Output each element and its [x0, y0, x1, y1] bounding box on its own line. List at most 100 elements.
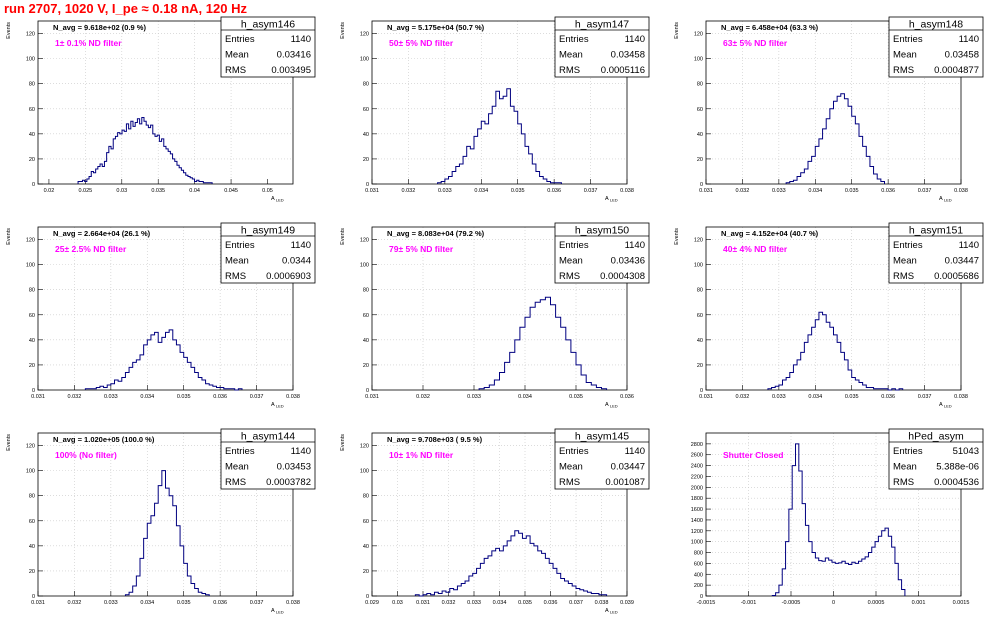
histogram-series-h_asym148: [785, 93, 885, 184]
stats-box: [220, 428, 316, 490]
y-tick-label: 2400: [691, 464, 703, 470]
stats-value: 0.0344: [282, 256, 311, 267]
x-axis-label: A LED: [939, 196, 952, 203]
histogram-series-h_asym145: [414, 530, 608, 597]
y-tick-label: 40: [697, 132, 703, 138]
stats-label: Entries: [559, 446, 589, 457]
histogram-panel-h_asym149: 0.031 0.032 0.033 0.034 0.035 0.036 0.037 0.038…: [6, 222, 316, 409]
filter-annotation: 40± 4% ND filter: [723, 244, 788, 254]
stats-value: 1140: [625, 34, 645, 45]
y-tick-label: 100: [26, 57, 35, 63]
navg-label: N_avg = 1.020e+05 (100.0 %): [53, 435, 155, 444]
stats-box: [888, 222, 984, 284]
x-tick-label: 0.034: [808, 394, 822, 400]
stats-label: Mean: [893, 462, 917, 473]
navg-label: N_avg = 9.708e+03 ( 9.5 %): [387, 435, 483, 444]
x-tick-label: 0.031: [31, 600, 45, 606]
x-tick-label: 0.031: [365, 394, 379, 400]
x-tick-label: 0.029: [365, 600, 379, 606]
navg-label: N_avg = 4.152e+04 (40.7 %): [721, 229, 819, 238]
x-tick-label: 0.038: [286, 600, 300, 606]
histogram-series-h_asym147: [437, 88, 562, 184]
x-axis-label: A LED: [605, 402, 618, 409]
stats-value: 1140: [625, 240, 645, 251]
histogram-panel-h_asym145: 0.029 0.03 0.031 0.032 0.033 0.034 0.035 0.036 0…: [340, 428, 650, 615]
x-tick-label: 0.035: [845, 394, 859, 400]
x-tick-label: 0.036: [213, 600, 227, 606]
y-tick-label: 60: [29, 107, 35, 113]
y-tick-label: 0: [700, 182, 703, 188]
histogram-series-h_asym146: [77, 117, 213, 184]
plot-frame: [371, 20, 628, 185]
y-tick-label: 0: [366, 182, 369, 188]
stats-value: 1140: [291, 240, 311, 251]
x-tick-label: 0.034: [493, 600, 507, 606]
stats-label: Entries: [225, 240, 255, 251]
x-tick-label: 0.031: [31, 394, 45, 400]
x-axis-label-subscript: LED: [610, 198, 618, 203]
stats-value: 0.0005116: [601, 65, 645, 76]
x-axis-label: A LED: [605, 608, 618, 615]
y-tick-label: 100: [360, 263, 369, 269]
x-tick-label: 0.038: [954, 394, 968, 400]
x-tick-label: 0.032: [68, 394, 82, 400]
x-tick-label: 0.038: [954, 188, 968, 194]
x-axis-label: A LED: [271, 608, 284, 615]
y-tick-label: 2800: [691, 442, 703, 448]
stats-value: 0.03447: [611, 462, 645, 473]
y-tick-label: 40: [363, 338, 369, 344]
x-tick-label: 0.039: [620, 600, 634, 606]
x-tick-label: 0.034: [518, 394, 532, 400]
histogram-series-hPed_asym: [771, 443, 906, 596]
stats-value: 1140: [291, 446, 311, 457]
x-tick-label: 0.037: [250, 394, 264, 400]
x-axis-label: A LED: [939, 402, 952, 409]
x-tick-label: 0.036: [547, 188, 561, 194]
histogram-series-h_asym151: [767, 311, 904, 391]
y-tick-label: 60: [697, 313, 703, 319]
y-axis-label: Events: [340, 228, 346, 245]
y-tick-label: 2600: [691, 453, 703, 459]
x-axis-label: A LED: [271, 402, 284, 409]
stats-box-title: h_asym146: [241, 19, 295, 31]
stats-box: [888, 16, 984, 78]
stats-label: Mean: [225, 462, 249, 473]
x-axis-label: A LED: [271, 196, 284, 203]
x-tick-label: 0.032: [402, 188, 416, 194]
x-tick-label: 0.02: [44, 188, 55, 194]
stats-value: 5.388e-06: [936, 462, 979, 473]
y-tick-label: 80: [697, 288, 703, 294]
x-tick-label: 0.035: [518, 600, 532, 606]
x-tick-label: 0.05: [262, 188, 273, 194]
y-tick-label: 60: [363, 519, 369, 525]
y-tick-label: 1600: [691, 507, 703, 513]
y-tick-label: 80: [363, 288, 369, 294]
y-tick-label: 200: [694, 583, 703, 589]
histogram-panel-h_asym148: 0.031 0.032 0.033 0.034 0.035 0.036 0.037 0.038…: [674, 16, 984, 203]
stats-box-title: h_asym147: [575, 19, 629, 31]
y-tick-label: 100: [360, 57, 369, 63]
stats-label: Entries: [893, 34, 923, 45]
x-tick-label: 0.033: [772, 394, 786, 400]
x-tick-label: -0.0015: [697, 600, 716, 606]
x-axis-label-subscript: LED: [276, 404, 284, 409]
navg-label: N_avg = 5.175e+04 (50.7 %): [387, 23, 485, 32]
stats-label: Mean: [893, 50, 917, 61]
y-tick-label: 1200: [691, 529, 703, 535]
x-tick-label: 0.031: [699, 188, 713, 194]
y-tick-label: 80: [29, 494, 35, 500]
y-tick-label: 80: [363, 494, 369, 500]
filter-annotation: 79± 5% ND filter: [389, 244, 454, 254]
y-tick-label: 120: [694, 238, 703, 244]
y-tick-label: 20: [697, 363, 703, 369]
y-tick-label: 20: [697, 157, 703, 163]
stats-value: 1140: [291, 34, 311, 45]
plot-frame: [37, 20, 294, 185]
stats-label: Entries: [225, 34, 255, 45]
stats-value: 0.003495: [271, 65, 311, 76]
y-tick-label: 2000: [691, 485, 703, 491]
stats-label: RMS: [559, 271, 580, 282]
x-tick-label: 0.038: [595, 600, 609, 606]
stats-value: 0.03458: [611, 50, 645, 61]
plot-frame: [371, 226, 628, 391]
